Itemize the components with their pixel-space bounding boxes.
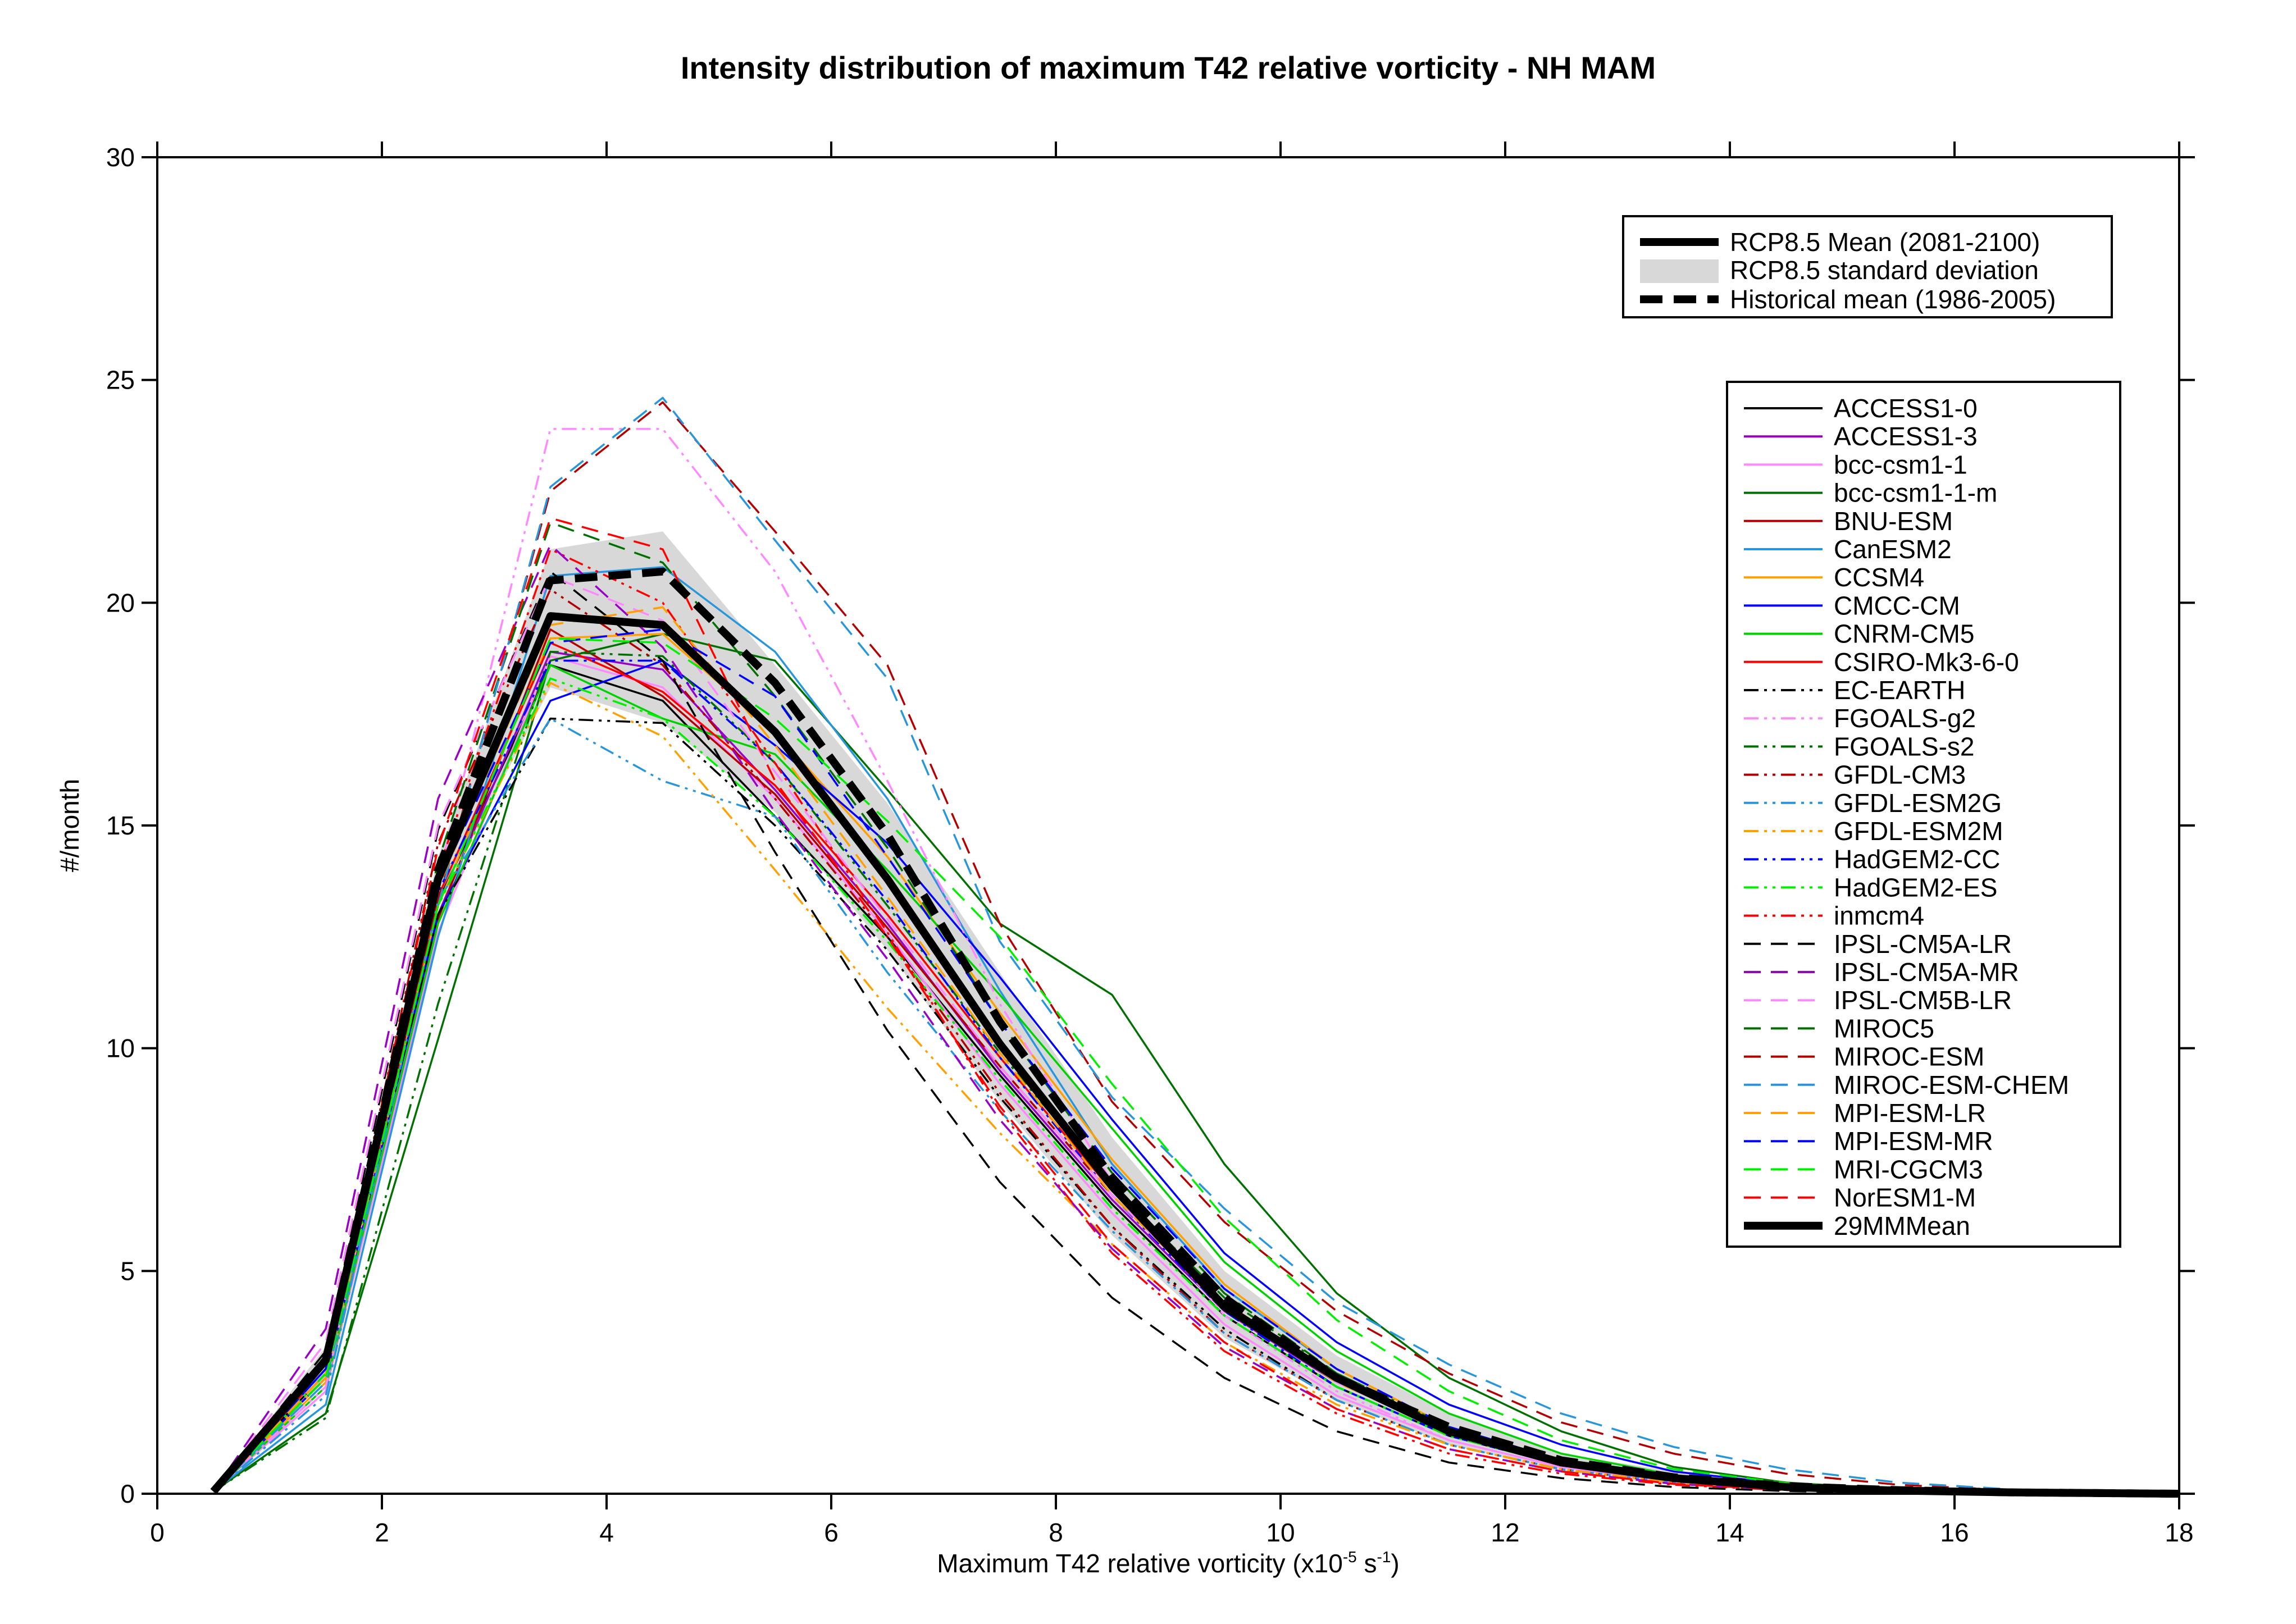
y-tick-label: 5 <box>120 1256 135 1285</box>
legend-label-ec-earth: EC-EARTH <box>1834 676 1965 705</box>
legend-label-miroc-esm-chem: MIROC-ESM-CHEM <box>1834 1070 2069 1100</box>
legend-label-mpi-esm-mr: MPI-ESM-MR <box>1834 1126 1993 1156</box>
legend-std-label: RCP8.5 standard deviation <box>1730 256 2039 285</box>
legend-label-ipsl-cm5a-lr: IPSL-CM5A-LR <box>1834 929 2012 959</box>
x-tick-label: 18 <box>2165 1518 2193 1547</box>
legend-label-hadgem2-es: HadGEM2-ES <box>1834 873 1997 902</box>
legend-label-cmcc-cm: CMCC-CM <box>1834 591 1960 620</box>
y-tick-label: 0 <box>120 1479 135 1508</box>
legend-label-ccsm4: CCSM4 <box>1834 563 1924 592</box>
legend-models: ACCESS1-0ACCESS1-3bcc-csm1-1bcc-csm1-1-m… <box>1726 381 2121 1248</box>
legend-label-mpi-esm-lr: MPI-ESM-LR <box>1834 1098 1986 1128</box>
legend-label-fgoals-s2: FGOALS-s2 <box>1834 732 1975 761</box>
legend-historical-label: Historical mean (1986-2005) <box>1730 285 2056 314</box>
y-axis-label: #/month <box>55 779 84 872</box>
legend-label-csiro-mk3-6-0: CSIRO-Mk3-6-0 <box>1834 647 2019 677</box>
std-band-layer <box>213 531 2179 1494</box>
axis-ticks: 0 2 4 6 8 10 12 14 16 18 0 5 10 15 20 25 30 <box>106 142 2195 1547</box>
legend-label-bnu-esm: BNU-ESM <box>1834 507 1953 536</box>
legend-label-gfdl-esm2m: GFDL-ESM2M <box>1834 816 2003 846</box>
x-tick-label: 10 <box>1266 1518 1295 1547</box>
legend-std-swatch <box>1640 259 1719 283</box>
chart-title: Intensity distribution of maximum T42 re… <box>681 50 1656 85</box>
x-axis-label: Maximum T42 relative vorticity (x10-5 s-… <box>937 1548 1400 1578</box>
y-tick-label: 15 <box>106 811 135 840</box>
legend-label-gfdl-esm2g: GFDL-ESM2G <box>1834 788 2002 818</box>
legend-label-access1-3: ACCESS1-3 <box>1834 422 1978 451</box>
legend-label-mri-cgcm3: MRI-CGCM3 <box>1834 1155 1983 1184</box>
legend-label-fgoals-g2: FGOALS-g2 <box>1834 704 1976 733</box>
legend-label-ipsl-cm5b-lr: IPSL-CM5B-LR <box>1834 986 2012 1015</box>
y-tick-label: 30 <box>106 143 135 172</box>
mean-layer <box>210 567 2180 1498</box>
legend-label-inmcm4: inmcm4 <box>1834 901 1924 930</box>
x-tick-label: 8 <box>1049 1518 1063 1547</box>
legend-models-box <box>1726 381 2121 1248</box>
x-tick-label: 6 <box>824 1518 839 1547</box>
x-tick-label: 14 <box>1715 1518 1744 1547</box>
y-tick-label: 10 <box>106 1034 135 1063</box>
legend-label-hadgem2-cc: HadGEM2-CC <box>1834 845 2001 874</box>
legend-label-cnrm-cm5: CNRM-CM5 <box>1834 619 1974 649</box>
legend-label-gfdl-cm3: GFDL-CM3 <box>1834 760 1966 790</box>
legend-label-noresm1-m: NorESM1-M <box>1834 1183 1976 1212</box>
y-tick-label: 25 <box>106 366 135 395</box>
y-tick-label: 20 <box>106 588 135 617</box>
rcp-mean-line <box>210 612 2180 1498</box>
legend-label-canesm2: CanESM2 <box>1834 535 1952 564</box>
series-line-miroc-esm <box>212 401 2180 1494</box>
series-line-hadgem2-es <box>212 677 2180 1495</box>
series-line-ec-earth <box>212 717 2179 1495</box>
x-tick-label: 4 <box>599 1518 614 1547</box>
series-line-mpi-esm-mr <box>212 628 2180 1495</box>
series-line-miroc-esm-chem <box>212 396 2180 1494</box>
x-tick-label: 12 <box>1491 1518 1519 1547</box>
legend-label-29mmmean: 29MMMean <box>1834 1211 1970 1240</box>
legend-label-access1-0: ACCESS1-0 <box>1834 394 1978 423</box>
legend-label-miroc5: MIROC5 <box>1834 1014 1934 1043</box>
legend-summary: RCP8.5 Mean (2081-2100) RCP8.5 standard … <box>1622 215 2113 318</box>
x-tick-label: 16 <box>1940 1518 1969 1547</box>
legend-rcp-mean-label: RCP8.5 Mean (2081-2100) <box>1730 227 2040 257</box>
legend-label-ipsl-cm5a-mr: IPSL-CM5A-MR <box>1834 957 2019 987</box>
x-tick-label: 2 <box>375 1518 389 1547</box>
legend-label-bcc-csm1-1-m: bcc-csm1-1-m <box>1834 478 1997 508</box>
legend-label-miroc-esm: MIROC-ESM <box>1834 1042 1984 1071</box>
x-tick-label: 0 <box>150 1518 165 1547</box>
legend-label-bcc-csm1-1: bcc-csm1-1 <box>1834 450 1967 479</box>
std-deviation-band <box>213 531 2179 1494</box>
